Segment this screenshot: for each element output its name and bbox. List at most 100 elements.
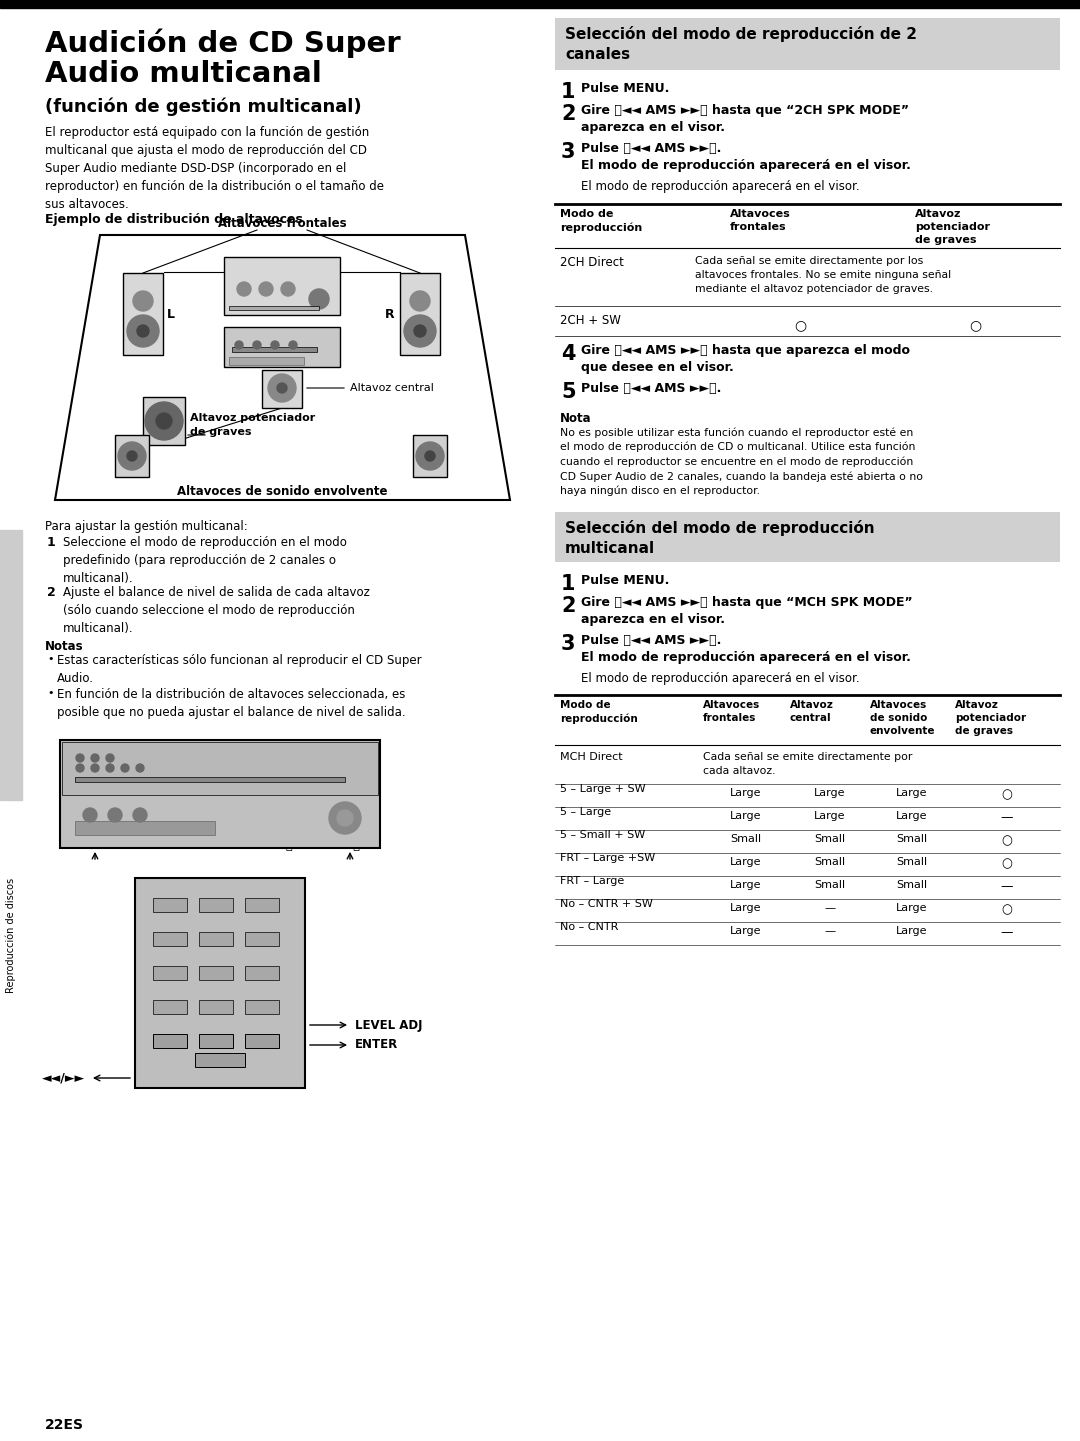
Text: R: R [386,308,395,321]
Circle shape [127,451,137,461]
Circle shape [136,764,144,772]
Bar [400,272,440,354]
Circle shape [91,754,99,762]
Text: •: • [48,687,54,697]
Text: —: — [1001,880,1013,893]
Text: ENTER: ENTER [355,1039,399,1052]
Bar [153,898,187,912]
Circle shape [76,754,84,762]
Text: 1: 1 [561,82,576,102]
Circle shape [416,442,444,470]
Bar [199,898,233,912]
Text: MENU: MENU [76,837,114,850]
Text: Large: Large [730,788,761,798]
Circle shape [404,316,436,347]
Text: ○: ○ [1001,857,1012,870]
Circle shape [276,383,287,393]
Bar [199,1035,233,1048]
Text: —: — [824,904,836,914]
Bar [0,0,1080,9]
Circle shape [83,808,97,821]
Bar [135,878,305,1088]
Text: Gire ⧀◄◄ AMS ►►⧁ hasta que “MCH SPK MODE”: Gire ⧀◄◄ AMS ►►⧁ hasta que “MCH SPK MODE… [581,597,913,610]
Text: 2: 2 [561,104,576,124]
Bar [75,821,215,834]
Text: 5 – Small + SW: 5 – Small + SW [561,830,645,840]
Text: No – CNTR + SW: No – CNTR + SW [561,899,653,909]
Text: El modo de reproducción aparecerá en el visor.: El modo de reproducción aparecerá en el … [581,672,860,684]
Text: Altavoz
central: Altavoz central [789,700,834,723]
Bar [245,898,279,912]
Circle shape [76,764,84,772]
Circle shape [156,414,172,429]
Circle shape [289,342,297,349]
Circle shape [133,291,153,311]
Text: MCH Direct: MCH Direct [561,752,623,762]
Circle shape [145,402,183,440]
Text: Cada señal se emite directamente por los
altavoces frontales. No se emite ningun: Cada señal se emite directamente por los… [696,256,951,294]
Text: 1: 1 [48,536,56,549]
Text: R: R [426,468,435,481]
Text: 1: 1 [561,574,576,594]
Text: LEVEL ADJ: LEVEL ADJ [355,1019,422,1032]
Bar [555,17,1059,71]
Bar [114,435,149,477]
Circle shape [108,808,122,821]
Text: 22ES: 22ES [45,1418,84,1432]
Text: Altavoz
potenciador
de graves: Altavoz potenciador de graves [915,209,990,245]
Text: Cada señal se emite directamente por
cada altavoz.: Cada señal se emite directamente por cad… [703,752,913,777]
Text: Pulse ⧀◄◄ AMS ►►⧁.: Pulse ⧀◄◄ AMS ►►⧁. [581,143,721,156]
Text: —: — [1001,811,1013,824]
Text: aparezca en el visor.: aparezca en el visor. [581,121,725,134]
Text: Altavoz
potenciador
de graves: Altavoz potenciador de graves [955,700,1026,736]
Circle shape [137,326,149,337]
Text: ○: ○ [969,318,981,331]
Text: Modo de
reproducción: Modo de reproducción [561,209,643,233]
Text: •: • [48,654,54,664]
Text: Audición de CD Super: Audición de CD Super [45,27,401,58]
Text: 5 – Large: 5 – Large [561,807,611,817]
Text: Altavoz central: Altavoz central [350,383,434,393]
Text: 4: 4 [561,344,576,365]
Text: que desee en el visor.: que desee en el visor. [581,362,733,375]
Text: 5: 5 [561,382,576,402]
Text: L: L [129,468,136,481]
Text: Small: Small [896,834,928,844]
Text: Estas características sólo funcionan al reproducir el CD Super
Audio.: Estas características sólo funcionan al … [57,654,421,684]
Text: 5 – Large + SW: 5 – Large + SW [561,784,646,794]
Text: ◄◄/►►: ◄◄/►► [193,1071,246,1085]
Circle shape [121,764,129,772]
Text: Small: Small [814,857,846,867]
Text: 3: 3 [561,634,576,654]
Circle shape [337,810,353,826]
Text: En función de la distribución de altavoces seleccionada, es
posible que no pueda: En función de la distribución de altavoc… [57,687,406,719]
Circle shape [271,342,279,349]
Bar [199,965,233,980]
Text: Notas: Notas [45,640,83,653]
Text: Altavoces frontales: Altavoces frontales [218,218,347,231]
Text: Gire ⧀◄◄ AMS ►►⧁ hasta que “2CH SPK MODE”: Gire ⧀◄◄ AMS ►►⧁ hasta que “2CH SPK MODE… [581,104,909,117]
Text: El modo de reproducción aparecerá en el visor.: El modo de reproducción aparecerá en el … [581,180,860,193]
Text: 2CH + SW: 2CH + SW [561,314,621,327]
Text: 2: 2 [48,586,56,599]
Text: Large: Large [896,788,928,798]
Text: Large: Large [730,927,761,937]
Text: Altavoces
frontales: Altavoces frontales [703,700,760,723]
Bar [195,1053,245,1066]
Text: Small: Small [896,857,928,867]
Circle shape [127,316,159,347]
Bar [199,1000,233,1014]
Text: ○: ○ [1001,834,1012,847]
Text: FRT – Large +SW: FRT – Large +SW [561,853,656,863]
Text: Nota: Nota [561,412,592,425]
Text: Large: Large [730,857,761,867]
Text: L: L [145,437,153,450]
Circle shape [253,342,261,349]
Text: Seleccione el modo de reproducción en el modo
predefinido (para reproducción de : Seleccione el modo de reproducción en el… [63,536,347,585]
Text: Large: Large [730,904,761,914]
Text: Small: Small [814,880,846,891]
Bar [245,1035,279,1048]
Circle shape [106,764,114,772]
Text: Small: Small [730,834,761,844]
Text: No – CNTR: No – CNTR [561,922,619,932]
